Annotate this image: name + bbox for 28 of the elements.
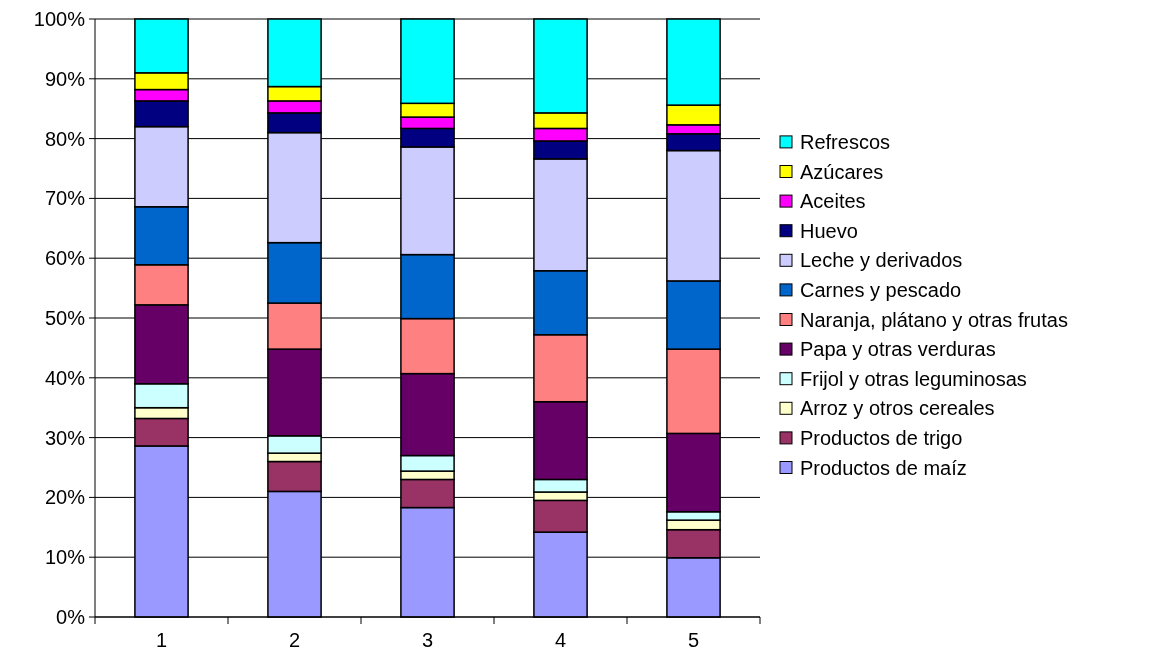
y-tick-label: 70% xyxy=(44,187,86,210)
legend-label: Arroz y otros cereales xyxy=(800,397,995,420)
y-tick-label: 40% xyxy=(44,366,86,389)
legend-label: Productos de trigo xyxy=(800,426,963,449)
y-tick-label: 30% xyxy=(44,426,86,449)
y-tick-label: 100% xyxy=(33,8,86,30)
legend-label: Aceites xyxy=(800,190,866,213)
y-tick-label: 20% xyxy=(44,486,86,509)
legend-label: Productos de maíz xyxy=(800,456,967,479)
y-tick-label: 60% xyxy=(44,247,86,270)
y-tick-label: 90% xyxy=(44,67,86,90)
legend-label: Frijol y otras leguminosas xyxy=(800,367,1027,390)
legend-label: Leche y derivados xyxy=(800,249,963,272)
x-tick-label: 3 xyxy=(421,629,434,651)
legend-label: Huevo xyxy=(800,219,858,242)
y-tick-label: 10% xyxy=(44,546,86,569)
x-tick-label: 2 xyxy=(288,629,301,651)
x-tick-label: 5 xyxy=(687,629,700,651)
y-tick-label: 80% xyxy=(44,127,86,150)
x-tick-label: 1 xyxy=(155,629,168,651)
y-tick-label: 0% xyxy=(56,606,86,628)
x-tick-label: 4 xyxy=(554,629,567,651)
legend-label: Naranja, plátano y otras frutas xyxy=(800,308,1068,331)
legend-label: Azúcares xyxy=(800,160,884,183)
legend-label: Carnes y pescado xyxy=(800,278,962,301)
y-tick-label: 50% xyxy=(44,307,86,329)
legend-label: Papa y otras verduras xyxy=(800,338,996,361)
legend-label: Refrescos xyxy=(800,130,891,153)
